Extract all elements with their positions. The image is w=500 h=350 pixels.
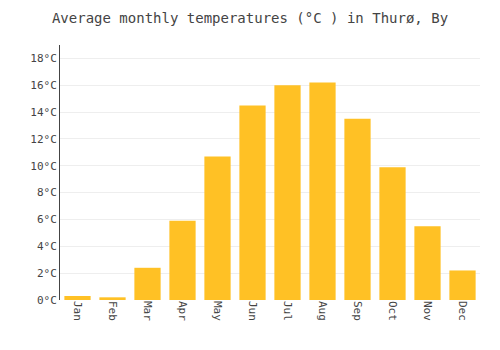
svg-text:12°C: 12°C xyxy=(30,133,57,146)
svg-text:18°C: 18°C xyxy=(30,52,57,65)
svg-text:Aug: Aug xyxy=(316,301,329,321)
svg-text:10°C: 10°C xyxy=(30,160,57,173)
svg-text:Mar: Mar xyxy=(141,301,154,321)
svg-text:Apr: Apr xyxy=(176,301,189,321)
svg-text:Jan: Jan xyxy=(71,301,84,321)
svg-text:14°C: 14°C xyxy=(30,106,57,119)
svg-text:16°C: 16°C xyxy=(30,79,57,92)
svg-text:2°C: 2°C xyxy=(37,267,57,280)
svg-text:Nov: Nov xyxy=(421,301,434,321)
svg-text:Dec: Dec xyxy=(456,301,469,321)
svg-text:8°C: 8°C xyxy=(37,186,57,199)
svg-text:Jul: Jul xyxy=(281,301,294,321)
svg-text:Jun: Jun xyxy=(246,301,259,321)
svg-text:May: May xyxy=(211,301,224,321)
svg-text:Oct: Oct xyxy=(386,301,399,321)
svg-text:Sep: Sep xyxy=(351,301,364,321)
svg-text:Feb: Feb xyxy=(106,301,119,321)
svg-text:Average monthly temperatures (: Average monthly temperatures (°C ) in Th… xyxy=(52,10,448,26)
svg-text:6°C: 6°C xyxy=(37,213,57,226)
svg-text:0°C: 0°C xyxy=(37,294,57,307)
svg-text:4°C: 4°C xyxy=(37,240,57,253)
